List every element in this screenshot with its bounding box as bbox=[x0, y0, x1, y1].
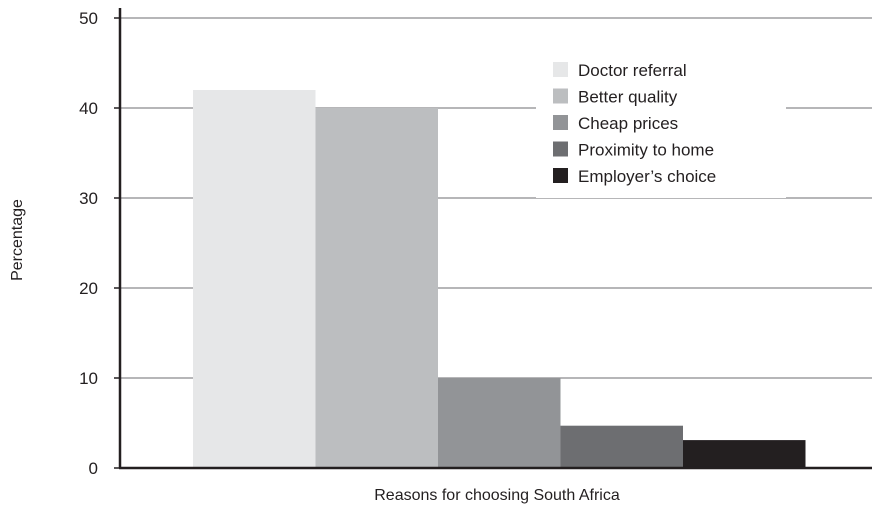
y-tick-labels: 0 10 20 30 40 50 bbox=[79, 9, 120, 478]
legend-label: Proximity to home bbox=[578, 141, 714, 160]
legend-swatch bbox=[553, 141, 568, 157]
y-tick-label: 20 bbox=[79, 279, 98, 298]
legend-swatch bbox=[553, 88, 568, 104]
y-tick-label: 40 bbox=[79, 99, 98, 118]
y-tick-label: 50 bbox=[79, 9, 98, 28]
y-tick-label: 0 bbox=[89, 459, 98, 478]
legend-swatch bbox=[553, 115, 568, 130]
axes bbox=[118, 8, 872, 470]
legend-label: Better quality bbox=[578, 88, 678, 107]
legend-swatch bbox=[553, 62, 568, 77]
legend-swatch bbox=[553, 168, 568, 183]
bar bbox=[560, 425, 683, 468]
bar bbox=[438, 378, 561, 468]
legend: Doctor referral Better quality Cheap price… bbox=[536, 52, 786, 198]
bar bbox=[193, 90, 316, 468]
y-axis-title: Percentage bbox=[9, 199, 26, 281]
bar bbox=[315, 108, 438, 468]
legend-background bbox=[536, 52, 786, 198]
bar bbox=[683, 440, 806, 468]
y-tick-label: 30 bbox=[79, 189, 98, 208]
y-tick-label: 10 bbox=[79, 369, 98, 388]
x-axis-title: Reasons for choosing South Africa bbox=[374, 487, 620, 504]
bars bbox=[193, 90, 806, 468]
legend-label: Employer’s choice bbox=[578, 167, 716, 186]
legend-label: Doctor referral bbox=[578, 61, 687, 80]
legend-label: Cheap prices bbox=[578, 114, 678, 133]
